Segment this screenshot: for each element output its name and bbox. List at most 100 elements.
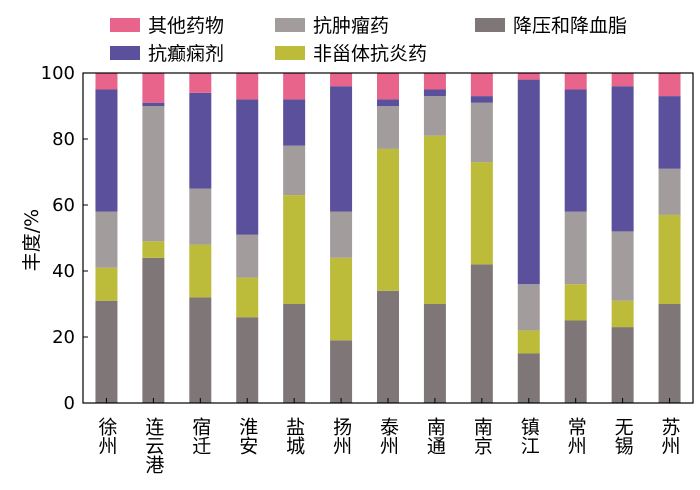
bar-segment	[330, 73, 353, 87]
bar-segment	[236, 277, 259, 318]
bar-segment	[611, 73, 634, 87]
bar-segment	[189, 297, 212, 403]
bar-segment	[564, 89, 587, 212]
x-tick-label: 徐州	[95, 417, 117, 455]
x-tick-label: 常州	[565, 417, 587, 455]
bar-segment	[611, 231, 634, 301]
bar-segment	[658, 168, 681, 215]
bar-segment	[95, 73, 118, 90]
bar-segment	[377, 290, 399, 403]
x-tick-label: 连云港	[142, 417, 164, 474]
x-tick-label: 南京	[471, 417, 493, 456]
bar-segment	[95, 300, 118, 403]
bar-segment	[283, 145, 306, 196]
bar-segment	[377, 148, 399, 291]
bar-segment	[142, 257, 165, 403]
plot-frame	[82, 72, 694, 404]
bar-segment	[95, 211, 118, 268]
bar-segment	[189, 188, 212, 245]
bar-segment	[564, 320, 587, 403]
y-tick-label: 0	[64, 393, 75, 414]
legend-label: 抗肿瘤药	[313, 15, 389, 37]
x-tick-label: 盐城	[283, 417, 305, 455]
bar-segment	[564, 284, 587, 321]
bar-segment	[517, 73, 540, 80]
legend-swatch	[475, 18, 505, 32]
bar-segment	[330, 257, 353, 341]
bar-segment	[377, 106, 399, 149]
legend-swatch	[275, 46, 305, 60]
bar-segment	[283, 99, 306, 146]
bars	[95, 73, 681, 403]
bar-segment	[611, 86, 634, 232]
bar-segment	[658, 304, 681, 403]
y-tick-label: 80	[52, 129, 75, 150]
bar-segment	[330, 211, 353, 258]
x-tick-label: 南通	[424, 417, 446, 455]
bar-segment	[470, 73, 493, 97]
bar-segment	[470, 264, 493, 403]
bar-segment	[611, 300, 634, 328]
axes: 徐州 连云港 宿迁 淮安 盐城 扬州 泰州 南通 南京 镇江 常州 无锡 苏州 0 20 40 60 80 100	[41, 63, 694, 474]
bar-segment	[142, 102, 165, 106]
x-tick-label: 扬州	[330, 417, 352, 455]
bar-segment	[517, 284, 540, 331]
bar-segment	[283, 195, 306, 304]
legend-label: 抗癫痫剂	[148, 43, 224, 65]
bar-segment	[470, 162, 493, 265]
bar-segment	[423, 135, 446, 304]
bar-segment	[95, 89, 118, 212]
bar-segment	[330, 340, 353, 403]
bar-segment	[236, 99, 259, 235]
bar-segment	[142, 241, 165, 258]
bar-segment	[283, 73, 306, 100]
bar-segment	[658, 96, 681, 169]
bar-segment	[517, 79, 540, 285]
bar-segment	[142, 73, 165, 103]
bar-segment	[377, 99, 399, 106]
bar-segment	[330, 86, 353, 212]
bar-segment	[189, 73, 212, 93]
y-tick-label: 20	[52, 327, 75, 348]
bar-segment	[236, 317, 259, 403]
x-tick-label: 无锡	[612, 417, 634, 456]
y-tick-label: 40	[52, 261, 75, 282]
legend-label: 其他药物	[148, 15, 224, 37]
bar-segment	[142, 106, 165, 242]
bar-segment	[377, 73, 399, 100]
bar-segment	[283, 304, 306, 403]
bar-segment	[189, 92, 212, 189]
bar-segment	[423, 89, 446, 97]
x-tick-label: 泰州	[377, 417, 399, 455]
y-axis-label: 丰度/%	[21, 209, 43, 271]
x-tick-label: 宿迁	[189, 417, 211, 455]
legend-swatch	[110, 18, 140, 32]
bar-segment	[470, 102, 493, 163]
legend-swatch	[275, 18, 305, 32]
bar-segment	[517, 353, 540, 403]
bar-segment	[95, 267, 118, 301]
x-tick-label: 镇江	[518, 417, 540, 455]
bar-segment	[423, 73, 446, 90]
x-tick-label: 苏州	[659, 417, 681, 455]
bar-segment	[470, 96, 493, 103]
bar-segment	[564, 73, 587, 90]
bar-segment	[189, 244, 212, 298]
x-tick-label: 淮安	[236, 417, 258, 455]
legend-swatch	[110, 46, 140, 60]
bar-segment	[564, 211, 587, 285]
bar-segment	[236, 234, 259, 278]
bar-segment	[658, 214, 681, 304]
bar-segment	[236, 73, 259, 100]
bar-segment	[423, 96, 446, 136]
bar-segment	[517, 330, 540, 354]
y-tick-label: 60	[52, 195, 75, 216]
bar-segment	[423, 304, 446, 403]
bar-segment	[658, 73, 681, 97]
legend-label: 降压和降血脂	[513, 15, 627, 37]
legend-label: 非甾体抗炎药	[313, 43, 427, 65]
bar-segment	[611, 327, 634, 403]
y-tick-label: 100	[41, 63, 75, 84]
